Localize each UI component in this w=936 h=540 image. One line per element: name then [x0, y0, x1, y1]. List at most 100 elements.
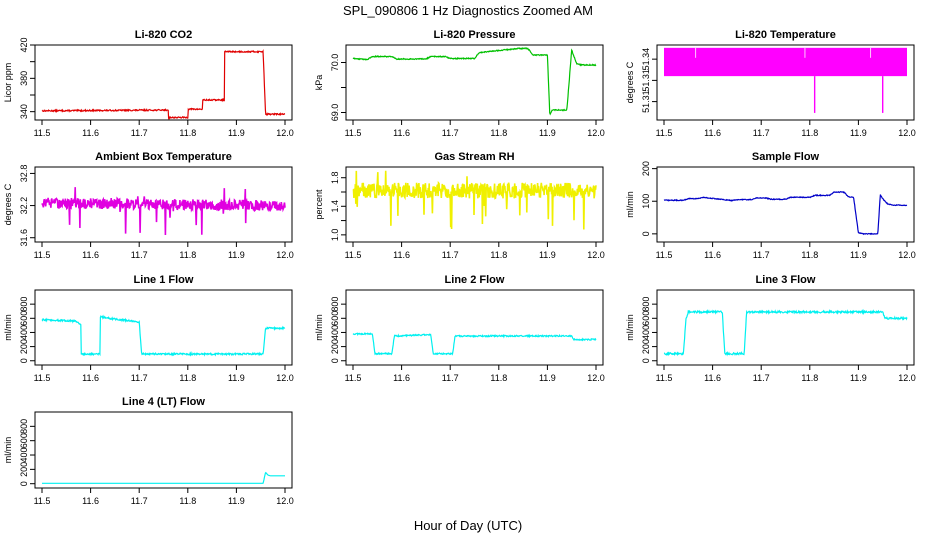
x-tick-label: 11.8 — [179, 250, 196, 260]
y-tick-label: 0 — [641, 231, 651, 236]
y-tick-label: 31.6 — [19, 229, 29, 247]
x-tick-label: 12.0 — [276, 250, 294, 260]
plot-frame — [656, 166, 915, 243]
y-tick-label: 800 — [330, 297, 340, 312]
x-tick-label: 11.7 — [753, 373, 770, 383]
x-tick-label: 11.5 — [656, 373, 673, 383]
figure-title: SPL_090806 1 Hz Diagnostics Zoomed AM — [343, 3, 593, 18]
x-tick-label: 11.5 — [345, 373, 362, 383]
panel-title: Li-820 Temperature — [735, 29, 836, 41]
chart-panel: Line 3 Flow 11.5 11.6 11.7 11.8 11.9 12.0 0 2004… — [625, 274, 916, 383]
y-tick-label: 600 — [19, 311, 29, 326]
x-tick-label: 11.6 — [82, 250, 99, 260]
x-tick-label: 12.0 — [276, 373, 294, 383]
y-axis-label: ml/min — [3, 314, 13, 341]
data-series-line — [42, 471, 285, 484]
y-tick-label: 200 — [19, 462, 29, 477]
panel-title: Li-820 CO2 — [135, 29, 192, 41]
x-tick-label: 11.6 — [704, 250, 721, 260]
data-series-line — [352, 170, 597, 230]
panel-title: Line 2 Flow — [445, 274, 505, 286]
plot-frame — [656, 289, 915, 366]
y-tick-label: 800 — [19, 297, 29, 312]
x-tick-label: 11.8 — [490, 250, 507, 260]
y-axis-label: kPa — [314, 75, 324, 91]
x-tick-label: 11.9 — [539, 373, 556, 383]
y-tick-label: 400 — [641, 325, 651, 340]
y-axis-label: degrees C — [625, 61, 635, 103]
x-tick-label: 11.8 — [179, 373, 196, 383]
plot-frame — [345, 44, 604, 121]
x-tick-label: 11.6 — [393, 128, 410, 138]
x-tick-label: 12.0 — [276, 496, 294, 506]
x-tick-label: 11.5 — [345, 128, 362, 138]
data-series-line — [352, 332, 597, 356]
y-tick-label: 800 — [641, 297, 651, 312]
x-tick-label: 11.7 — [131, 128, 148, 138]
x-tick-label: 11.9 — [539, 128, 556, 138]
y-axis-label: percent — [314, 189, 324, 220]
panel-title: Li-820 Pressure — [434, 29, 516, 41]
y-tick-label: 70.0 — [330, 54, 340, 72]
y-tick-label: 69.0 — [330, 104, 340, 122]
x-tick-label: 11.8 — [801, 373, 818, 383]
x-tick-label: 11.6 — [82, 496, 99, 506]
y-tick-label: 32.8 — [19, 165, 29, 183]
y-tick-label: 420 — [19, 37, 29, 52]
chart-panel: Li-820 CO2 11.5 11.6 11.7 11.8 11.9 12.0 340 380… — [3, 29, 294, 138]
x-tick-label: 12.0 — [898, 250, 916, 260]
y-axis-label: ml/min — [314, 314, 324, 341]
y-tick-label: 51.34 — [641, 48, 651, 71]
panel-title: Line 4 (LT) Flow — [122, 396, 205, 408]
y-tick-label: 200 — [330, 339, 340, 354]
y-tick-label: 380 — [19, 71, 29, 86]
x-tick-label: 11.7 — [753, 128, 770, 138]
x-tick-label: 11.8 — [801, 128, 818, 138]
x-tick-label: 11.6 — [704, 128, 721, 138]
plot-frame — [345, 166, 604, 243]
y-tick-label: 100 — [641, 194, 651, 209]
chart-panel: Li-820 Temperature 11.5 11.6 11.7 11.8 11.9 12… — [625, 29, 916, 138]
y-tick-label: 51.31 — [641, 90, 651, 113]
x-tick-label: 11.7 — [753, 250, 770, 260]
x-tick-label: 11.5 — [345, 250, 362, 260]
y-tick-label: 600 — [330, 311, 340, 326]
x-tick-label: 11.7 — [131, 373, 148, 383]
panel-title: Line 3 Flow — [756, 274, 816, 286]
x-tick-label: 11.5 — [656, 128, 673, 138]
y-tick-label: 0 — [19, 358, 29, 363]
y-axis-label: ml/min — [625, 191, 635, 218]
panel-title: Sample Flow — [752, 151, 820, 163]
x-tick-label: 11.9 — [228, 128, 245, 138]
y-tick-label: 400 — [19, 325, 29, 340]
x-tick-label: 11.9 — [228, 496, 245, 506]
x-tick-label: 11.5 — [34, 250, 51, 260]
y-tick-label: 340 — [19, 104, 29, 119]
x-tick-label: 12.0 — [898, 373, 916, 383]
y-tick-label: 200 — [19, 339, 29, 354]
x-tick-label: 11.9 — [539, 250, 556, 260]
chart-panel: Line 1 Flow 11.5 11.6 11.7 11.8 11.9 12.0 0 2004… — [3, 274, 294, 383]
plot-frame — [34, 289, 293, 366]
panel-grid: Li-820 CO2 11.5 11.6 11.7 11.8 11.9 12.0 340 380… — [3, 29, 916, 506]
plot-frame — [34, 166, 293, 243]
chart-panel: Sample Flow 11.5 11.6 11.7 11.8 11.9 12.0 0 100 2… — [625, 151, 916, 260]
x-tick-label: 11.5 — [34, 128, 51, 138]
plot-frame — [345, 289, 604, 366]
data-series-line — [352, 46, 597, 116]
x-tick-label: 11.7 — [131, 496, 148, 506]
data-series-line — [41, 187, 286, 236]
y-tick-label: 0 — [19, 481, 29, 486]
x-tick-label: 11.8 — [490, 373, 507, 383]
x-tick-label: 11.9 — [850, 373, 867, 383]
x-tick-label: 11.6 — [393, 373, 410, 383]
plot-frame — [656, 44, 915, 121]
y-tick-label: 400 — [330, 325, 340, 340]
x-tick-label: 12.0 — [276, 128, 294, 138]
y-tick-label: 200 — [641, 161, 651, 176]
plot-frame — [34, 411, 293, 489]
y-tick-label: 600 — [641, 311, 651, 326]
x-tick-label: 11.9 — [850, 128, 867, 138]
x-tick-label: 11.6 — [704, 373, 721, 383]
x-tick-label: 11.9 — [228, 373, 245, 383]
